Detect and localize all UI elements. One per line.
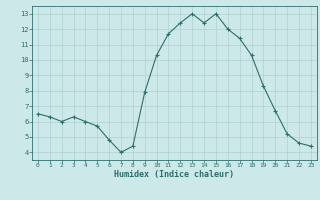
X-axis label: Humidex (Indice chaleur): Humidex (Indice chaleur) (115, 170, 234, 179)
